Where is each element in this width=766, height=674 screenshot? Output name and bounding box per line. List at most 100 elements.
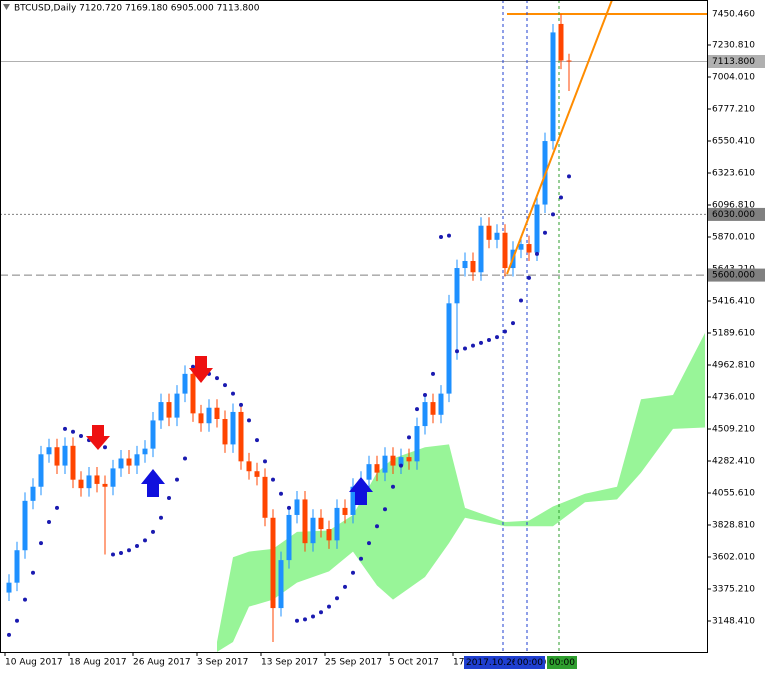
- candle-body: [406, 457, 412, 462]
- y-tick-label: 6323.610: [712, 168, 755, 178]
- candle-body: [22, 500, 28, 551]
- y-tick-label: 4962.810: [712, 360, 755, 370]
- candle-body: [190, 373, 196, 414]
- y-tick-label: 5189.610: [712, 328, 755, 338]
- sar-dot: [359, 556, 363, 561]
- sar-dot: [343, 584, 347, 589]
- sar-dot: [167, 496, 171, 501]
- sar-dot: [191, 364, 195, 369]
- sar-dot: [559, 195, 563, 200]
- price-label: 7450.460: [712, 10, 755, 20]
- x-tick-label: 5 Oct 2017: [389, 658, 439, 668]
- candle-body: [526, 244, 532, 253]
- y-tick-label: 4282.410: [712, 456, 755, 466]
- sar-dot: [431, 371, 435, 376]
- candle-body: [566, 60, 572, 62]
- sar-dot: [415, 407, 419, 412]
- time-label: 00:00: [517, 658, 543, 668]
- candle-body: [198, 413, 204, 424]
- sar-dot: [279, 491, 283, 496]
- sar-dot: [71, 429, 75, 434]
- candle-body: [166, 402, 172, 418]
- candle-body: [118, 458, 124, 469]
- sar-dot: [455, 349, 459, 354]
- sar-dot: [47, 520, 51, 525]
- candle-body: [438, 393, 444, 415]
- candle-body: [462, 260, 468, 269]
- sar-dot: [111, 552, 115, 557]
- y-tick-label: 6096.810: [712, 200, 755, 210]
- candle-body: [318, 517, 324, 530]
- x-tick-label: 13 Sep 2017: [261, 658, 318, 668]
- candle-body: [302, 499, 308, 544]
- candle-body: [46, 447, 52, 455]
- candle-body: [502, 232, 508, 269]
- candle-body: [422, 402, 428, 427]
- sar-dot: [255, 438, 259, 443]
- candle-body: [278, 560, 284, 609]
- price-label: 7113.800: [712, 57, 755, 67]
- sar-dot: [503, 329, 507, 334]
- candle-body: [454, 268, 460, 304]
- candle-body: [78, 479, 84, 489]
- y-tick-label: 5416.410: [712, 296, 755, 306]
- candle-body: [214, 407, 220, 420]
- sell-arrow: [189, 356, 213, 383]
- sar-dot: [231, 391, 235, 396]
- sar-dot: [495, 335, 499, 340]
- plot-frame: [0, 0, 708, 653]
- candle-body: [382, 455, 388, 473]
- price-label-box: [708, 55, 765, 69]
- y-tick-label: 3828.810: [712, 520, 755, 530]
- sar-dot: [391, 484, 395, 489]
- candle-body: [470, 260, 476, 273]
- sar-dot: [263, 459, 267, 464]
- candle-body: [366, 464, 372, 480]
- candle-body: [246, 461, 252, 472]
- candle-body: [286, 514, 292, 561]
- y-tick-label: 4055.610: [712, 488, 755, 498]
- sar-dot: [271, 477, 275, 482]
- candle-body: [390, 455, 396, 466]
- sar-dot: [215, 376, 219, 381]
- sar-dot: [159, 515, 163, 520]
- candle-body: [558, 23, 564, 61]
- x-tick-label: 3 Sep 2017: [197, 658, 248, 668]
- candle-body: [94, 475, 100, 484]
- candle-body: [478, 225, 484, 273]
- candle-body: [102, 483, 108, 487]
- candle-body: [150, 420, 156, 449]
- sar-dot: [535, 251, 539, 256]
- x-tick-label: 10 Aug 2017: [5, 658, 63, 668]
- candle-body: [334, 507, 340, 541]
- sar-dot: [423, 393, 427, 398]
- sar-dot: [487, 337, 491, 342]
- sar-dot: [295, 618, 299, 623]
- candle-body: [374, 464, 380, 473]
- sar-dot: [567, 174, 571, 179]
- y-tick-label: 3375.210: [712, 584, 755, 594]
- sar-dot: [375, 524, 379, 529]
- sar-dot: [511, 321, 515, 326]
- sell-arrow: [86, 425, 110, 450]
- time-label: 2017.10.26 00:00: [466, 658, 547, 668]
- sar-dot: [303, 617, 307, 622]
- chart-title: BTCUSD,Daily 7120.720 7169.180 6905.000 …: [14, 4, 260, 14]
- sar-dot: [311, 614, 315, 619]
- sar-dot: [63, 426, 67, 431]
- x-tick-label: 18 Aug 2017: [69, 658, 127, 668]
- candle-body: [494, 232, 500, 240]
- sar-dot: [223, 383, 227, 388]
- sar-dot: [407, 435, 411, 440]
- time-label: 00:00: [549, 658, 575, 668]
- candle-body: [430, 402, 436, 415]
- sar-dot: [151, 529, 155, 534]
- candle-body: [86, 475, 92, 489]
- sar-dot: [39, 541, 43, 546]
- candle-body: [326, 529, 332, 541]
- candle-body: [262, 476, 268, 518]
- candle-body: [62, 445, 68, 466]
- sar-dot: [447, 233, 451, 238]
- ichimoku-cloud: [217, 332, 705, 652]
- price-label-box: [708, 207, 765, 221]
